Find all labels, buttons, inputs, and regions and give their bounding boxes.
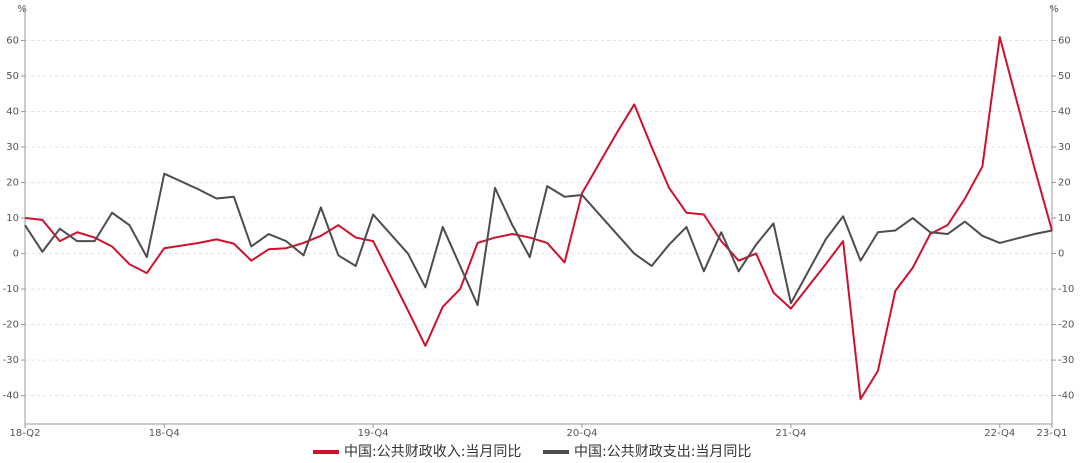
x-tick-label: 21-Q4 [775, 428, 806, 439]
legend-text: 中国:公共财政收入:当月同比 [344, 444, 521, 460]
legend-text: 中国:公共财政支出:当月同比 [574, 444, 751, 460]
series-line [24, 35, 1053, 401]
y2-tick-label: 10 [1058, 213, 1071, 224]
y-tick-label: 0 [13, 249, 19, 260]
y2-axis-label: % [1049, 4, 1059, 15]
y2-tick-label: 20 [1058, 178, 1071, 189]
y-tick-label: -10 [3, 284, 19, 295]
y2-tick-label: 50 [1058, 71, 1071, 82]
y-axis-label: % [17, 4, 27, 15]
y-tick-label: 10 [6, 213, 19, 224]
x-tick-label: 23-Q1 [1037, 428, 1068, 439]
x-tick-label: 22-Q4 [984, 428, 1015, 439]
x-tick-label: 18-Q2 [10, 428, 41, 439]
y-tick-label: -40 [3, 391, 19, 402]
y-tick-label: -30 [3, 355, 19, 366]
y-tick-label: -20 [3, 320, 19, 331]
y2-tick-label: 30 [1058, 142, 1071, 153]
y2-tick-label: -20 [1058, 320, 1074, 331]
series-line [24, 172, 1053, 307]
y2-tick-label: -40 [1058, 391, 1074, 402]
y-tick-label: 30 [6, 142, 19, 153]
y2-tick-label: 60 [1058, 36, 1071, 47]
y2-tick-label: 0 [1058, 249, 1064, 260]
x-tick-label: 19-Q4 [358, 428, 389, 439]
y2-tick-label: 40 [1058, 107, 1071, 118]
y-tick-label: 50 [6, 71, 19, 82]
y-tick-label: 60 [6, 36, 19, 47]
x-tick-label: 18-Q4 [149, 428, 180, 439]
x-tick-label: 20-Q4 [567, 428, 598, 439]
y2-tick-label: -30 [1058, 355, 1074, 366]
y-tick-label: 20 [6, 178, 19, 189]
y2-tick-label: -10 [1058, 284, 1074, 295]
y-tick-label: 40 [6, 107, 19, 118]
